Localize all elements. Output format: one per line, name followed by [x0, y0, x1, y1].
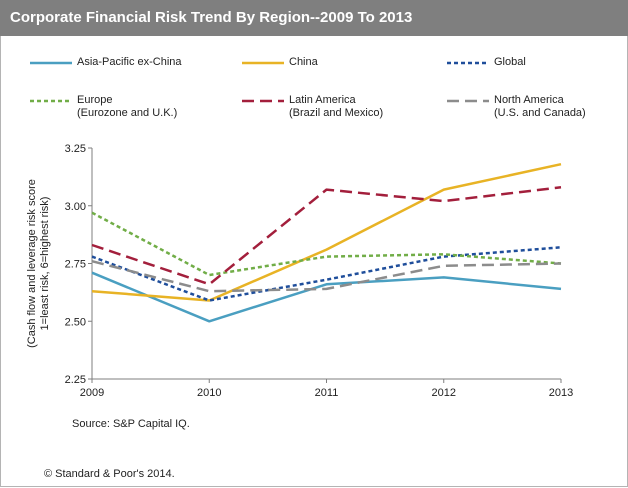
legend-label-asia-pacific: Asia-Pacific ex-China	[77, 56, 182, 68]
x-tick-label: 2013	[549, 387, 573, 399]
series-line-asia-pacific-ex-china	[91, 271, 562, 323]
legend-label-latin-america: Latin America	[289, 94, 356, 106]
legend-sublabel-latin-america: (Brazil and Mexico)	[289, 107, 384, 119]
series-line-global	[91, 246, 562, 302]
series-line-north-america	[91, 259, 562, 293]
y-tick-label: 2.75	[65, 259, 86, 271]
legend-sublabel-europe: (Eurozone and U.K.)	[77, 107, 178, 119]
copyright-note: © Standard & Poor's 2014.	[44, 468, 175, 480]
x-tick-label: 2012	[432, 387, 456, 399]
legend-swatch-asia-pacific	[30, 61, 72, 65]
legend-swatch-global	[447, 61, 489, 65]
y-tick-label: 2.25	[65, 374, 86, 386]
legend-swatch-china	[242, 61, 284, 65]
legend-label-north-america: North America	[494, 94, 564, 106]
y-tick-label: 3.25	[65, 143, 86, 155]
x-tick-label: 2009	[80, 387, 104, 399]
legend-label-europe: Europe	[77, 94, 113, 106]
legend-label-china: China	[289, 56, 318, 68]
x-tick-label: 2011	[315, 387, 339, 399]
legend-sublabel-north-america: (U.S. and Canada)	[494, 107, 586, 119]
y-tick-label: 2.50	[65, 316, 86, 328]
legend-swatch-europe	[30, 99, 72, 103]
y-tick-label: 3.00	[65, 201, 86, 213]
series-line-latin-america	[91, 186, 562, 286]
y-axis-label: (Cash flow and leverage risk score1=leas…	[26, 179, 51, 348]
legend-swatch-latin-america	[242, 99, 284, 103]
legend-label-global: Global	[494, 56, 526, 68]
series-line-china	[91, 162, 562, 302]
series-line-europe	[91, 211, 562, 277]
legend-swatch-north-america	[447, 99, 489, 103]
x-tick-label: 2010	[197, 387, 221, 399]
page-title: Corporate Financial Risk Trend By Region…	[0, 0, 628, 36]
source-note: Source: S&P Capital IQ.	[72, 418, 190, 430]
